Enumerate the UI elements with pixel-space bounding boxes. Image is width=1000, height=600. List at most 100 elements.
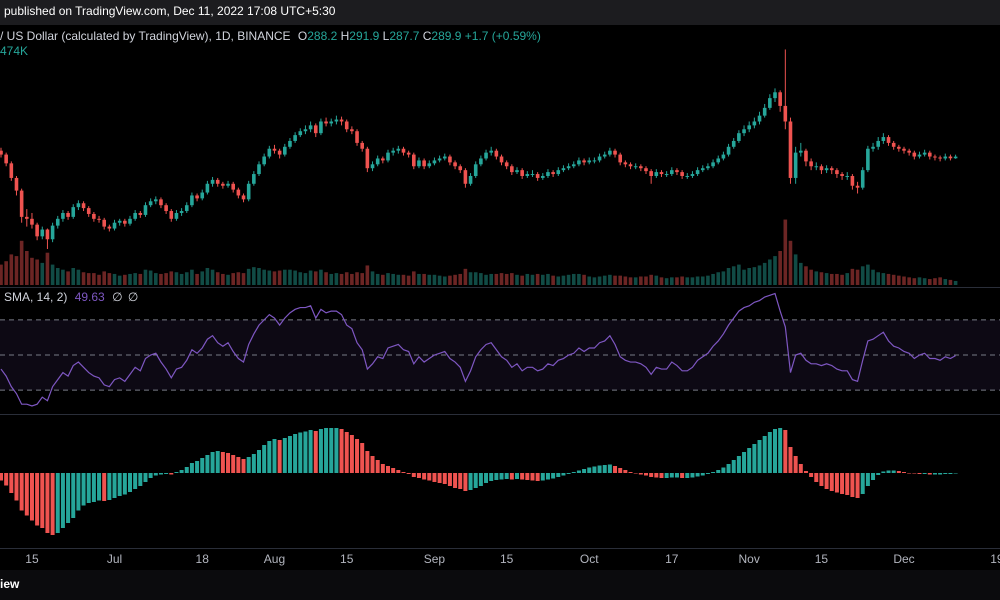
candle-body [907, 150, 911, 153]
candle-body [494, 150, 499, 157]
histogram-bar [819, 473, 824, 486]
histogram-bar [752, 444, 757, 473]
histogram-bar [876, 473, 881, 475]
volume-bar [793, 254, 798, 285]
volume-bar [747, 268, 751, 285]
candle-body [133, 212, 137, 219]
volume-bar [154, 273, 158, 285]
volume-bar [303, 273, 308, 285]
candle-body [871, 146, 875, 149]
candle-body [943, 156, 948, 159]
histogram-bar [128, 473, 132, 492]
volume-bar [288, 269, 292, 285]
candle-body [169, 211, 174, 219]
volume-bar [804, 266, 808, 285]
histogram-bar [257, 450, 261, 473]
histogram-bar [308, 430, 313, 473]
histogram-bar [793, 456, 798, 473]
candle-body [499, 156, 504, 163]
volume-bar [597, 276, 602, 285]
volume-bar [159, 273, 163, 285]
histogram-bar [551, 473, 556, 479]
histogram-bar [447, 473, 452, 486]
volume-bar [814, 271, 819, 285]
candle-body [525, 174, 530, 176]
histogram-bar [122, 473, 127, 495]
histogram-bar [638, 473, 643, 475]
candle-body [814, 166, 819, 168]
volume-bar [953, 280, 958, 285]
candle-body [391, 150, 395, 153]
candle-body [582, 160, 586, 163]
histogram-bar [370, 456, 375, 473]
candle-body [510, 166, 514, 173]
candle-body [55, 218, 60, 226]
volume-bar [195, 273, 199, 285]
candle-body [241, 195, 246, 200]
histogram-bar [613, 466, 618, 473]
volume-bar [659, 277, 664, 285]
volume-bar [535, 273, 540, 285]
histogram-bar [391, 468, 396, 473]
volume-bar [334, 273, 339, 285]
volume-bar [551, 275, 555, 285]
volume-bar [917, 277, 922, 285]
histogram-bar [9, 473, 14, 493]
volume-bar [566, 274, 571, 285]
candle-body [566, 166, 571, 169]
histogram-bar [411, 473, 416, 477]
candle-body [40, 229, 45, 237]
volume-bar [35, 259, 39, 285]
histogram-bar [778, 428, 783, 473]
histogram-bar [891, 470, 896, 473]
volume-bar [117, 275, 122, 285]
na-value: ∅ [128, 290, 138, 304]
volume-bar [840, 274, 844, 285]
volume-bar [236, 272, 241, 285]
histogram-bar [561, 473, 566, 476]
histogram-bar [824, 473, 829, 489]
volume-bar [623, 276, 628, 285]
histogram-bar [437, 473, 442, 483]
histogram-bar [618, 468, 623, 473]
histogram-bar [164, 473, 169, 474]
histogram-bar [91, 473, 96, 502]
histogram-bar [334, 428, 339, 473]
histogram-bar [463, 473, 468, 491]
volume-bar [695, 276, 700, 285]
candle-body [726, 146, 731, 155]
volume-bar [515, 274, 519, 285]
histogram-bar [716, 470, 721, 473]
candle-body [551, 172, 555, 175]
volume-bar [205, 268, 210, 285]
candle-body [623, 162, 628, 165]
candle-body [174, 212, 179, 219]
candle-body [948, 156, 953, 159]
volume-bar [458, 273, 463, 285]
histogram-bar [102, 473, 107, 501]
volume-bar [711, 273, 715, 285]
volume-bar [556, 276, 561, 285]
candle-body [613, 150, 617, 155]
candle-body [768, 98, 772, 108]
candle-body [303, 129, 308, 132]
candle-body [953, 156, 958, 159]
candle-body [143, 205, 148, 215]
volume-bar [102, 271, 106, 285]
histogram-bar [19, 473, 24, 511]
volume-bar [587, 276, 592, 285]
histogram-bar [932, 473, 937, 475]
histogram-bar [943, 473, 948, 474]
candle-body [876, 140, 880, 147]
histogram-bar [783, 430, 788, 473]
volume-bar [210, 269, 215, 285]
candle-body [917, 154, 922, 157]
candle-body [324, 121, 328, 124]
histogram-bar [726, 464, 731, 473]
histogram-bar [272, 439, 277, 473]
volume-bar [768, 259, 772, 285]
x-tick-label: 19 [990, 552, 1000, 566]
volume-bar [860, 266, 865, 285]
candle-body [283, 146, 287, 155]
candle-body [313, 125, 318, 134]
